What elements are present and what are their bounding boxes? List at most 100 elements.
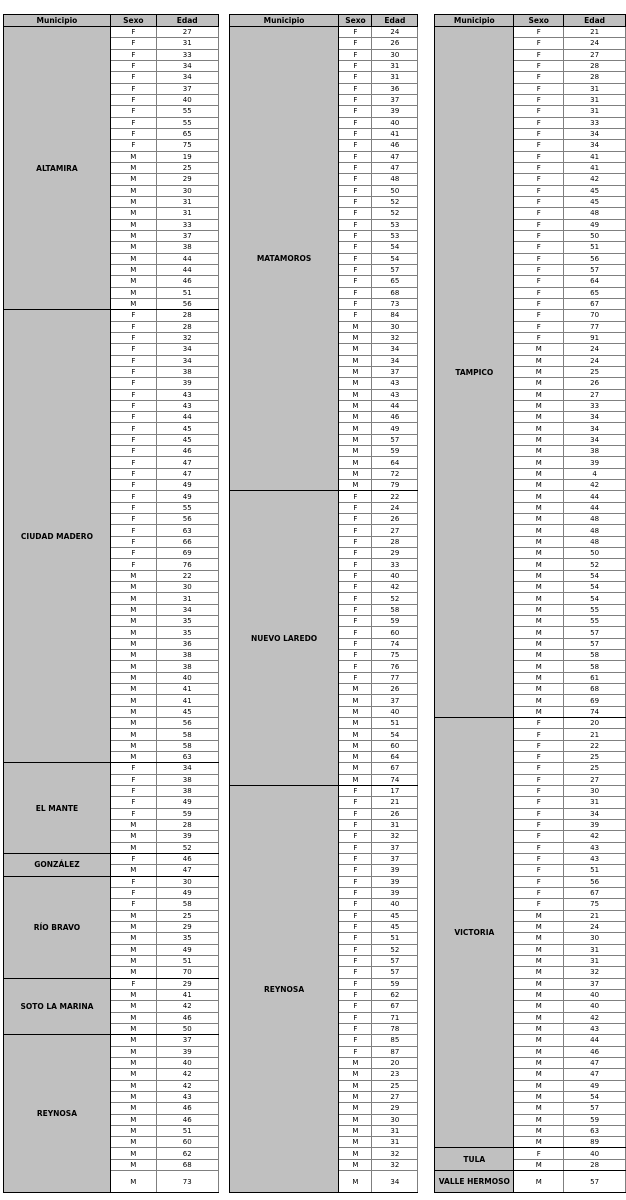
sexo-cell: M (513, 592, 565, 605)
sexo-cell: M (338, 445, 373, 458)
sexo-cell: M (109, 241, 157, 254)
sexo-cell: F (513, 830, 565, 843)
col-header-sexo: Sexo (513, 14, 565, 27)
table-row: M 39 (4, 1045, 219, 1058)
table-row: M 38 (4, 241, 219, 254)
edad-cell: 34 (155, 59, 219, 73)
edad-cell: 60 (371, 626, 419, 639)
sexo-cell: M (338, 739, 373, 753)
edad-cell: 55 (155, 116, 219, 129)
sexo-cell: F (338, 116, 373, 129)
sexo-cell: M (513, 377, 565, 390)
sexo-cell: F (338, 275, 373, 288)
col-header-edad: Edad (563, 14, 626, 27)
edad-cell: 54 (563, 592, 626, 605)
edad-cell: 69 (563, 694, 626, 707)
sexo-cell: M (513, 1079, 565, 1092)
edad-cell: 40 (371, 569, 419, 583)
sexo-cell: M (338, 343, 373, 356)
edad-cell: 35 (155, 615, 219, 628)
sexo-cell: F (338, 161, 373, 175)
edad-cell: 17 (371, 784, 419, 798)
edad-cell: 36 (371, 82, 419, 95)
table-row: F 33 (435, 116, 626, 129)
sexo-cell: F (338, 864, 373, 877)
sexo-cell: M (109, 841, 157, 854)
edad-cell: 49 (155, 490, 219, 503)
table-row: F 31 (435, 105, 626, 118)
sexo-cell: F (513, 252, 565, 265)
edad-cell: 33 (155, 48, 219, 61)
sexo-cell: M (513, 626, 565, 639)
sexo-cell: M (513, 354, 565, 367)
sexo-cell: F (513, 818, 565, 832)
edad-cell: 26 (371, 513, 419, 526)
sexo-cell: F (109, 558, 157, 571)
sexo-cell: F (109, 456, 157, 469)
edad-cell: 73 (371, 297, 419, 311)
sexo-cell: M (109, 592, 157, 605)
table-row: F 75 (435, 898, 626, 911)
edad-cell: 50 (155, 1022, 219, 1036)
sexo-cell: M (513, 1102, 565, 1115)
sexo-cell: M (513, 637, 565, 651)
table-row: M 51 (4, 1124, 219, 1138)
sexo-cell: F (338, 626, 373, 639)
sexo-cell: M (513, 422, 565, 435)
edad-cell: 49 (563, 218, 626, 231)
table-row: F 45 (435, 195, 626, 209)
table-row: F 21 (229, 796, 419, 809)
sexo-cell: M (109, 671, 157, 685)
sexo-cell: F (338, 93, 373, 107)
edad-cell: 52 (371, 195, 419, 209)
edad-cell: 37 (371, 694, 419, 707)
table-row: M 40 (435, 988, 626, 1002)
sexo-cell: F (109, 796, 157, 809)
sexo-cell: M (338, 411, 373, 424)
edad-cell: 74 (563, 705, 626, 719)
edad-cell: 43 (371, 388, 419, 401)
table-row: M 24 (435, 343, 626, 356)
edad-cell: 53 (371, 229, 419, 243)
edad-cell: 39 (371, 105, 419, 118)
edad-cell: 30 (563, 932, 626, 945)
edad-cell: 34 (563, 807, 626, 820)
table-row: F 48 (435, 207, 626, 220)
edad-cell: 38 (155, 660, 219, 673)
sexo-cell: M (109, 637, 157, 651)
sexo-cell: F (109, 127, 157, 141)
sexo-cell: F (338, 59, 373, 73)
table-row: M 57 (435, 1102, 626, 1115)
edad-cell: 42 (155, 1079, 219, 1092)
edad-cell: 47 (155, 467, 219, 481)
table-row: M 47 (435, 1056, 626, 1070)
edad-cell: 46 (155, 445, 219, 458)
sexo-cell: F (513, 864, 565, 877)
sexo-cell: M (109, 218, 157, 231)
edad-cell: 60 (155, 1136, 219, 1149)
table-row: M 48 (435, 524, 626, 537)
municipio-cell: REYNOSA (3, 1034, 111, 1194)
edad-cell: 85 (371, 1034, 419, 1047)
sexo-cell: M (513, 388, 565, 401)
sexo-cell: M (109, 1079, 157, 1092)
sexo-cell: M (338, 365, 373, 379)
table-row: M 51 (4, 286, 219, 299)
sexo-cell: M (513, 365, 565, 379)
edad-cell: 43 (563, 852, 626, 866)
table-row: M 26 (435, 377, 626, 390)
sexo-cell: M (513, 456, 565, 469)
sexo-cell: F (338, 830, 373, 843)
sexo-cell: M (513, 445, 565, 458)
sexo-cell: F (513, 59, 565, 73)
table-row: M 28 (435, 1158, 626, 1172)
edad-cell: 31 (371, 1136, 419, 1149)
edad-cell: 58 (563, 660, 626, 673)
edad-cell: 75 (371, 649, 419, 662)
edad-cell: 34 (563, 433, 626, 447)
edad-cell: 50 (371, 184, 419, 197)
edad-cell: 31 (155, 37, 219, 50)
edad-cell: 32 (155, 331, 219, 345)
table-row: F 65 (4, 127, 219, 141)
sexo-cell: M (338, 750, 373, 764)
